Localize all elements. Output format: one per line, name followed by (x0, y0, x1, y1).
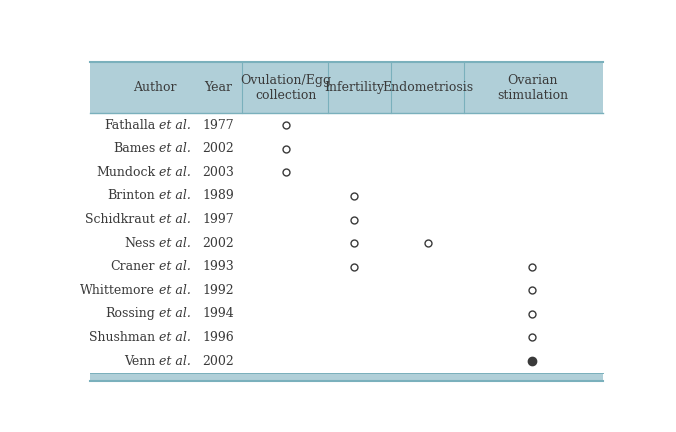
Text: Rossing: Rossing (105, 308, 155, 321)
Text: 1994: 1994 (202, 308, 234, 321)
Text: et al.: et al. (155, 355, 191, 368)
Text: et al.: et al. (155, 260, 191, 273)
Text: Whittemore: Whittemore (80, 284, 155, 297)
Text: Mundock: Mundock (96, 166, 155, 179)
Text: et al.: et al. (155, 119, 191, 132)
Text: Ovarian
stimulation: Ovarian stimulation (497, 73, 568, 102)
Text: Shushman: Shushman (89, 331, 155, 344)
Text: 2002: 2002 (202, 237, 234, 250)
Text: Endometriosis: Endometriosis (382, 81, 473, 94)
Text: Brinton: Brinton (107, 190, 155, 203)
Bar (90, 62, 603, 113)
Text: et al.: et al. (155, 284, 191, 297)
Text: Schidkraut: Schidkraut (85, 213, 155, 226)
Text: 1993: 1993 (202, 260, 234, 273)
Text: 2002: 2002 (202, 142, 234, 155)
Text: 1992: 1992 (202, 284, 234, 297)
Text: Ness: Ness (124, 237, 155, 250)
Text: et al.: et al. (155, 190, 191, 203)
Text: 1977: 1977 (202, 119, 234, 132)
Text: Infertility: Infertility (324, 81, 385, 94)
Text: et al.: et al. (155, 308, 191, 321)
Text: et al.: et al. (155, 331, 191, 344)
Text: Craner: Craner (111, 260, 155, 273)
Text: Author: Author (133, 81, 177, 94)
Text: et al.: et al. (155, 237, 191, 250)
Text: 1996: 1996 (202, 331, 234, 344)
Text: 1997: 1997 (202, 213, 234, 226)
Text: et al.: et al. (155, 166, 191, 179)
Text: 2003: 2003 (202, 166, 234, 179)
Text: et al.: et al. (155, 142, 191, 155)
Text: et al.: et al. (155, 213, 191, 226)
Text: Venn: Venn (124, 355, 155, 368)
Text: Year: Year (204, 81, 232, 94)
Text: Fathalla: Fathalla (104, 119, 155, 132)
Bar (90, 373, 603, 381)
Text: 1989: 1989 (202, 190, 234, 203)
Text: Bames: Bames (113, 142, 155, 155)
Text: 2002: 2002 (202, 355, 234, 368)
Text: Ovulation/Egg
collection: Ovulation/Egg collection (241, 73, 332, 102)
